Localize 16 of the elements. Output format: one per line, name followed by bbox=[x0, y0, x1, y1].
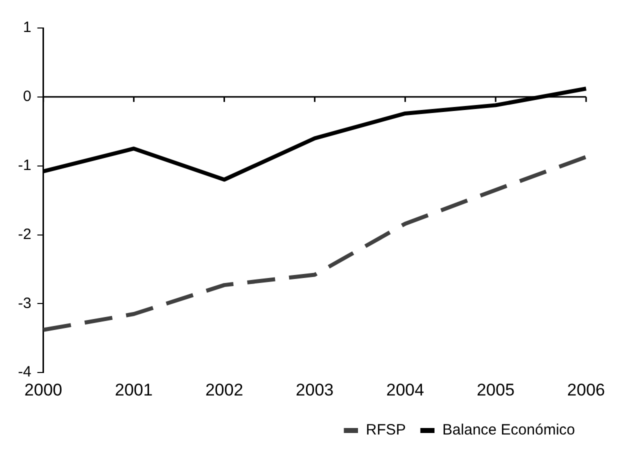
legend-label: RFSP bbox=[366, 422, 406, 439]
y-tick-label: -2 bbox=[18, 226, 32, 243]
x-tick-label: 2005 bbox=[476, 380, 515, 400]
x-tick-label: 2006 bbox=[567, 380, 606, 400]
y-tick-label: -3 bbox=[18, 294, 32, 312]
y-tick-label: 1 bbox=[22, 19, 32, 36]
x-tick-label: 2003 bbox=[296, 380, 334, 400]
y-tick-label: -1 bbox=[18, 156, 32, 174]
line-series bbox=[41, 154, 588, 332]
y-tick-label: 0 bbox=[22, 88, 32, 106]
x-tick-label: 2000 bbox=[24, 380, 62, 400]
y-tick-label: -4 bbox=[18, 364, 32, 381]
x-tick-label: 2002 bbox=[205, 380, 244, 400]
x-tick-label: 2001 bbox=[114, 380, 153, 400]
legend-label: Balance Económico bbox=[442, 422, 575, 439]
x-tick-label: 2004 bbox=[386, 380, 424, 400]
